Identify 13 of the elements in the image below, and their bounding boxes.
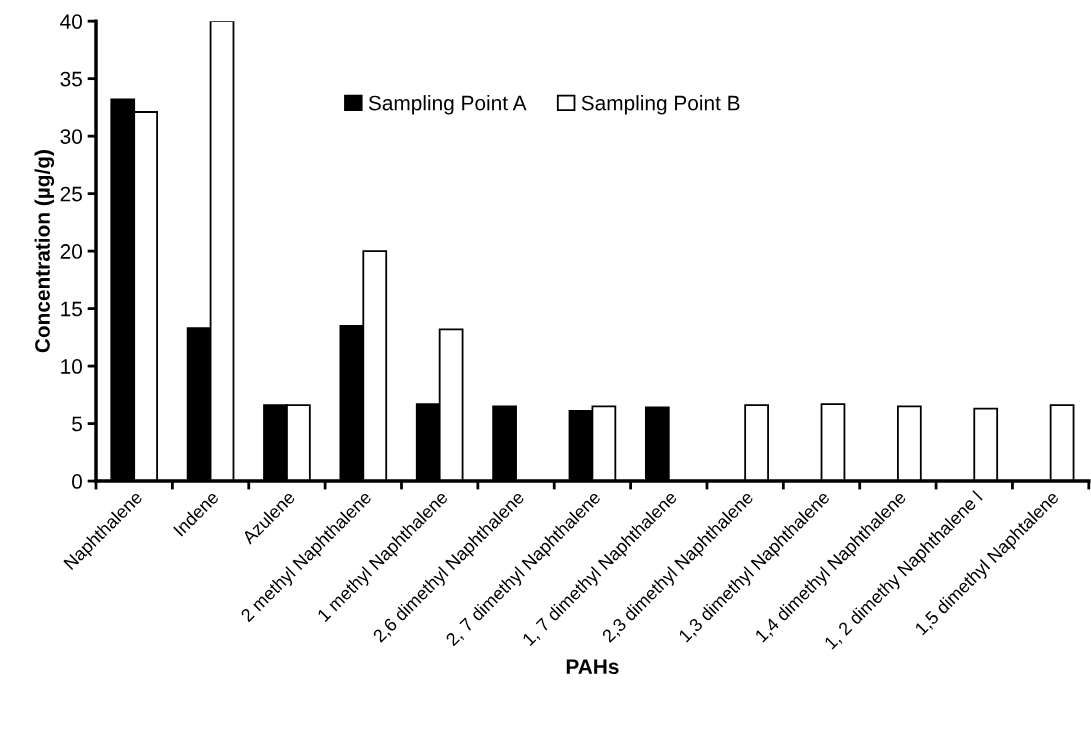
- y-tick-label: 30: [60, 129, 82, 144]
- legend-label: Sampling Point A: [368, 95, 527, 115]
- y-tick-label: 40: [60, 14, 82, 29]
- y-tick-label: 5: [72, 416, 82, 432]
- y-tick-label: 25: [60, 186, 82, 202]
- legend-label: Sampling Point B: [581, 95, 740, 115]
- y-tick-label: 0: [72, 474, 82, 489]
- y-tick-label: 20: [60, 244, 82, 259]
- x-axis-title: PAHs: [566, 659, 619, 675]
- y-axis-title: Concentration (µg/g): [34, 150, 55, 353]
- y-tick-label: 10: [61, 359, 82, 374]
- y-tick-label: 35: [60, 71, 82, 87]
- y-tick-label: 15: [61, 301, 82, 317]
